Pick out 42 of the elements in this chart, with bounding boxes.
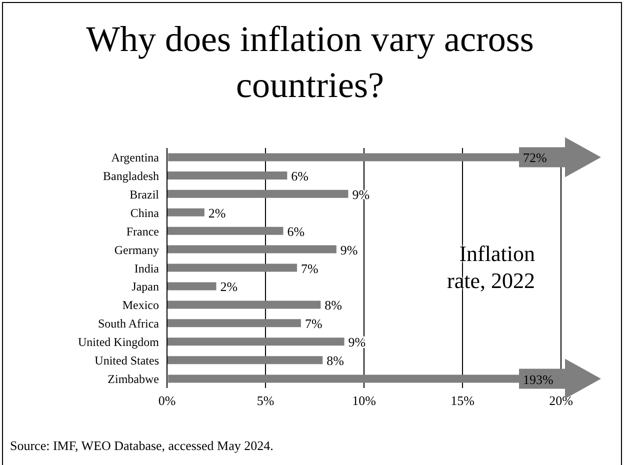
y-tick-label: France	[126, 224, 159, 238]
y-tick-label: South Africa	[98, 316, 160, 331]
data-label: 6%	[291, 168, 309, 184]
annotation: 72%	[523, 150, 547, 166]
y-tick-label: United Kingdom	[78, 335, 160, 350]
bar	[167, 245, 336, 254]
data-label: 8%	[324, 298, 342, 313]
chart-title: Why does inflation vary across countries?	[85, 18, 535, 107]
x-tick-label: 0%	[158, 393, 176, 408]
data-label: 7%	[301, 260, 319, 276]
source-note: Source: IMF, WEO Database, accessed May 2024.	[10, 438, 274, 454]
y-tick-label: Brazil	[130, 187, 160, 202]
data-label: 9%	[340, 242, 358, 258]
bar	[167, 190, 348, 198]
bar	[167, 338, 344, 346]
y-tick-label: United States	[94, 354, 160, 368]
x-tick-label: 15%	[450, 393, 475, 408]
x-tick-label: 10%	[352, 393, 376, 408]
data-label: 8%	[326, 353, 344, 368]
bar	[167, 171, 288, 180]
y-tick-label: Zimbabwe	[108, 372, 159, 386]
y-tick-label: Japan	[132, 280, 159, 294]
x-tick-label: 20%	[549, 393, 574, 408]
bar	[167, 300, 321, 309]
y-tick-label: China	[130, 206, 160, 220]
bar	[167, 264, 298, 272]
data-label: 2%	[220, 279, 238, 294]
data-label: 6%	[287, 224, 305, 239]
data-label: 7%	[304, 316, 322, 332]
bar	[167, 356, 323, 364]
y-tick-label: Argentina	[111, 150, 160, 164]
bar	[167, 208, 204, 216]
bar	[167, 226, 284, 235]
data-label: 2%	[208, 205, 226, 220]
y-tick-label: Bangladesh	[103, 168, 159, 183]
x-tick-label: 5%	[256, 393, 274, 408]
y-tick-label: Mexico	[122, 298, 159, 312]
annotation: 193%	[523, 372, 554, 387]
bar	[167, 319, 301, 328]
y-tick-label: India	[134, 261, 160, 276]
bar	[167, 282, 216, 290]
y-tick-label: Germany	[114, 242, 159, 257]
